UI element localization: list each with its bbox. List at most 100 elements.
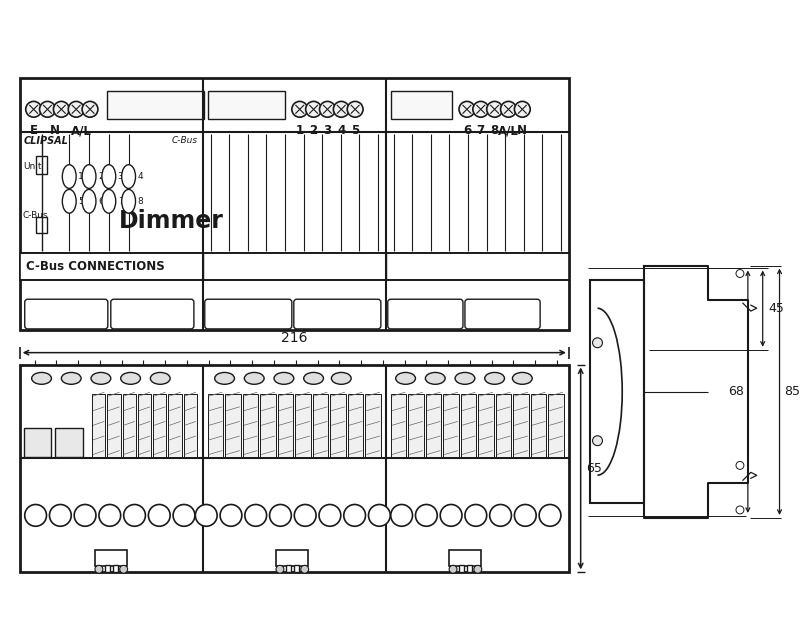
Text: CLIPSAL: CLIPSAL bbox=[24, 136, 69, 146]
Circle shape bbox=[95, 565, 103, 573]
Circle shape bbox=[319, 504, 341, 526]
Bar bbox=[95, 550, 126, 566]
Bar bbox=[449, 550, 481, 566]
Bar bbox=[122, 394, 136, 456]
Ellipse shape bbox=[82, 164, 96, 188]
Bar bbox=[20, 77, 569, 330]
Bar bbox=[105, 565, 110, 572]
FancyBboxPatch shape bbox=[25, 300, 108, 329]
Bar bbox=[548, 394, 564, 456]
Text: 8: 8 bbox=[138, 196, 143, 206]
Text: 85: 85 bbox=[785, 385, 800, 398]
Circle shape bbox=[514, 504, 536, 526]
Circle shape bbox=[68, 101, 84, 117]
Circle shape bbox=[99, 504, 121, 526]
FancyBboxPatch shape bbox=[110, 300, 194, 329]
Text: 5: 5 bbox=[351, 124, 359, 137]
Text: 8: 8 bbox=[490, 124, 498, 137]
Ellipse shape bbox=[244, 372, 264, 384]
Text: C-Bus: C-Bus bbox=[172, 136, 198, 145]
FancyBboxPatch shape bbox=[465, 300, 540, 329]
Circle shape bbox=[120, 565, 128, 573]
Bar bbox=[20, 365, 569, 572]
Circle shape bbox=[25, 504, 46, 526]
Bar bbox=[36, 217, 47, 233]
Text: 65: 65 bbox=[586, 462, 602, 475]
Circle shape bbox=[334, 101, 350, 117]
Circle shape bbox=[148, 504, 170, 526]
Text: 7: 7 bbox=[477, 124, 485, 137]
Ellipse shape bbox=[82, 189, 96, 213]
Bar bbox=[390, 394, 406, 456]
Circle shape bbox=[50, 504, 71, 526]
Bar bbox=[295, 394, 311, 456]
Text: 5: 5 bbox=[78, 196, 84, 206]
Bar bbox=[153, 394, 166, 456]
Text: 4: 4 bbox=[337, 124, 346, 137]
Ellipse shape bbox=[426, 372, 445, 384]
Bar bbox=[55, 428, 83, 456]
Circle shape bbox=[440, 504, 462, 526]
Text: 3: 3 bbox=[323, 124, 331, 137]
Ellipse shape bbox=[455, 372, 475, 384]
Ellipse shape bbox=[150, 372, 170, 384]
Text: 6: 6 bbox=[98, 196, 104, 206]
Circle shape bbox=[195, 504, 217, 526]
Circle shape bbox=[124, 504, 146, 526]
Text: Unit: Unit bbox=[22, 162, 42, 171]
Circle shape bbox=[39, 101, 55, 117]
Bar bbox=[443, 394, 459, 456]
Bar bbox=[107, 394, 121, 456]
Circle shape bbox=[292, 101, 308, 117]
Bar bbox=[113, 565, 118, 572]
Bar bbox=[514, 394, 529, 456]
Ellipse shape bbox=[62, 164, 76, 188]
Text: 68: 68 bbox=[728, 385, 744, 398]
Bar bbox=[260, 394, 276, 456]
Text: 2: 2 bbox=[98, 172, 103, 181]
Text: C-Bus: C-Bus bbox=[22, 211, 48, 220]
Bar bbox=[313, 394, 328, 456]
Circle shape bbox=[301, 565, 309, 573]
Ellipse shape bbox=[485, 372, 505, 384]
Text: 45: 45 bbox=[769, 302, 785, 315]
Bar bbox=[330, 394, 346, 456]
Text: N: N bbox=[518, 124, 527, 137]
Circle shape bbox=[593, 436, 602, 445]
Circle shape bbox=[82, 101, 98, 117]
Text: 7: 7 bbox=[118, 196, 123, 206]
Bar bbox=[107, 92, 204, 119]
Bar bbox=[461, 394, 476, 456]
Circle shape bbox=[486, 101, 502, 117]
FancyBboxPatch shape bbox=[388, 300, 463, 329]
Circle shape bbox=[449, 565, 457, 573]
Circle shape bbox=[344, 504, 366, 526]
Text: C-Bus CONNECTIONS: C-Bus CONNECTIONS bbox=[26, 260, 165, 273]
Ellipse shape bbox=[102, 164, 116, 188]
Circle shape bbox=[245, 504, 266, 526]
Bar bbox=[426, 394, 442, 456]
Bar bbox=[278, 394, 294, 456]
Circle shape bbox=[474, 565, 482, 573]
Circle shape bbox=[369, 504, 390, 526]
Bar bbox=[36, 156, 47, 173]
Ellipse shape bbox=[396, 372, 415, 384]
Circle shape bbox=[539, 504, 561, 526]
Ellipse shape bbox=[102, 189, 116, 213]
Text: A/L: A/L bbox=[70, 124, 91, 137]
Bar bbox=[366, 394, 381, 456]
Bar bbox=[390, 92, 452, 119]
Ellipse shape bbox=[121, 372, 141, 384]
Ellipse shape bbox=[32, 372, 51, 384]
Bar bbox=[183, 394, 197, 456]
Circle shape bbox=[319, 101, 335, 117]
Circle shape bbox=[473, 101, 489, 117]
Bar bbox=[20, 253, 569, 280]
Bar bbox=[496, 394, 511, 456]
Text: 4: 4 bbox=[138, 172, 143, 181]
Text: 3: 3 bbox=[118, 172, 123, 181]
Bar bbox=[286, 565, 291, 572]
Circle shape bbox=[501, 101, 516, 117]
Ellipse shape bbox=[331, 372, 351, 384]
Ellipse shape bbox=[122, 189, 135, 213]
